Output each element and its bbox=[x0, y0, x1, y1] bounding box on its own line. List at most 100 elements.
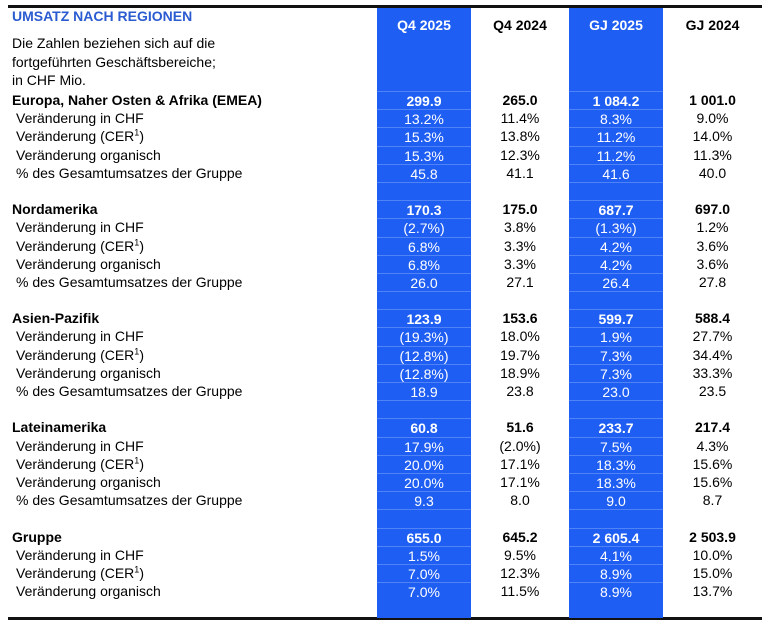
blank-cell bbox=[377, 400, 471, 418]
row-label: Veränderung organisch bbox=[16, 583, 161, 600]
metric-row: Veränderung (CER1) (12.8%) 19.7% 7.3% 34.4% bbox=[8, 345, 762, 364]
value-cell: 7.0% bbox=[377, 582, 471, 600]
value-cell: 17.1% bbox=[500, 473, 540, 490]
footnote-marker: 1 bbox=[134, 455, 140, 466]
value-cell: 11.2% bbox=[569, 145, 663, 164]
value-cell: 123.9 bbox=[377, 309, 471, 327]
value-cell: 2 503.9 bbox=[689, 528, 736, 545]
value-cell: 13.7% bbox=[692, 583, 733, 600]
spacer-row bbox=[8, 509, 762, 527]
value-cell: 175.0 bbox=[502, 201, 538, 218]
section-row: Asien-Pazifik 123.9 153.6 599.7 588.4 bbox=[8, 309, 762, 327]
metric-row: Veränderung organisch 15.3% 12.3% 11.2% 11.3… bbox=[8, 145, 762, 164]
value-cell: 1.5% bbox=[377, 545, 471, 564]
row-label: Europa, Naher Osten & Afrika (EMEA) bbox=[12, 92, 262, 108]
value-cell: 4.1% bbox=[569, 545, 663, 564]
intro-line: fortgeführten Geschäftsbereiche; bbox=[12, 53, 216, 70]
value-cell: 26.4 bbox=[569, 272, 663, 291]
metric-row: % des Gesamtumsatzes der Gruppe 26.0 27.1 2… bbox=[8, 272, 762, 291]
value-cell: 6.8% bbox=[377, 254, 471, 273]
value-cell: 23.5 bbox=[698, 383, 727, 399]
value-cell: 33.3% bbox=[692, 364, 733, 381]
metric-row: Veränderung organisch 6.8% 3.3% 4.2% 3.6% bbox=[8, 254, 762, 273]
table-body: Europa, Naher Osten & Afrika (EMEA) 299.9… bbox=[8, 91, 762, 600]
intro-line: in CHF Mio. bbox=[12, 72, 86, 88]
row-label: Veränderung organisch bbox=[16, 146, 161, 163]
value-cell: (19.3%) bbox=[377, 327, 471, 345]
value-cell: 60.8 bbox=[377, 418, 471, 436]
value-cell: 15.6% bbox=[692, 473, 733, 490]
value-cell: 3.6% bbox=[696, 237, 729, 254]
metric-row: Veränderung in CHF 17.9% (2.0%) 7.5% 4.3% bbox=[8, 436, 762, 455]
column-header-q4-2025: Q4 2025 bbox=[397, 17, 451, 33]
value-cell: 3.3% bbox=[504, 237, 536, 254]
value-cell: 23.0 bbox=[569, 382, 663, 400]
value-cell: 13.8% bbox=[500, 128, 540, 145]
value-cell: 34.4% bbox=[692, 346, 733, 363]
value-cell: 3.3% bbox=[504, 255, 536, 272]
metric-row: Veränderung (CER1) 6.8% 3.3% 4.2% 3.6% bbox=[8, 236, 762, 255]
value-cell: 4.2% bbox=[569, 254, 663, 273]
value-cell: (2.0%) bbox=[499, 437, 541, 454]
section-row: Lateinamerika 60.8 51.6 233.7 217.4 bbox=[8, 418, 762, 436]
spacer-row bbox=[8, 291, 762, 309]
value-cell: (2.7%) bbox=[377, 218, 471, 236]
metric-row: Veränderung organisch 7.0% 11.5% 8.9% 13.7% bbox=[8, 582, 762, 600]
value-cell: 4.2% bbox=[569, 236, 663, 255]
value-cell: 18.9 bbox=[377, 382, 471, 400]
value-cell: 8.9% bbox=[569, 563, 663, 582]
value-cell: 15.3% bbox=[377, 145, 471, 164]
value-cell: 170.3 bbox=[377, 200, 471, 218]
value-cell: 599.7 bbox=[569, 309, 663, 327]
metric-row: Veränderung (CER1) 20.0% 17.1% 18.3% 15.6% bbox=[8, 454, 762, 473]
value-cell: 6.8% bbox=[377, 236, 471, 255]
metric-row: Veränderung organisch 20.0% 17.1% 18.3% 15.6… bbox=[8, 472, 762, 491]
value-cell: 588.4 bbox=[694, 310, 731, 327]
section-row: Europa, Naher Osten & Afrika (EMEA) 299.9… bbox=[8, 91, 762, 109]
value-cell: 11.2% bbox=[569, 127, 663, 145]
blank-cell bbox=[569, 509, 663, 527]
value-cell: 11.4% bbox=[500, 110, 540, 127]
value-cell: (1.3%) bbox=[569, 218, 663, 236]
row-label: Nordamerika bbox=[12, 201, 98, 218]
metric-row: Veränderung organisch (12.8%) 18.9% 7.3% 33.… bbox=[8, 363, 762, 382]
value-cell: 3.8% bbox=[504, 219, 536, 236]
value-cell: 27.8 bbox=[698, 273, 727, 290]
value-cell: 1 001.0 bbox=[689, 92, 736, 108]
value-cell: 17.9% bbox=[377, 436, 471, 455]
row-label: Veränderung (CER1) bbox=[16, 564, 144, 581]
value-cell: 8.7 bbox=[702, 492, 723, 509]
blank-cell bbox=[377, 509, 471, 527]
spacer-row bbox=[8, 181, 762, 200]
value-cell: 18.0% bbox=[500, 328, 540, 345]
bottom-rule bbox=[8, 617, 762, 620]
row-label: Veränderung in CHF bbox=[16, 219, 144, 236]
value-cell: 12.3% bbox=[500, 564, 540, 581]
metric-row: Veränderung in CHF 13.2% 11.4% 8.3% 9.0% bbox=[8, 109, 762, 127]
value-cell: 11.3% bbox=[693, 146, 732, 163]
row-label: Lateinamerika bbox=[12, 419, 107, 436]
intro-line: Die Zahlen beziehen sich auf die bbox=[12, 35, 216, 51]
blank-cell bbox=[377, 181, 471, 200]
value-cell: 15.0% bbox=[692, 564, 733, 581]
value-cell: 19.7% bbox=[500, 346, 540, 363]
value-cell: 8.0 bbox=[510, 492, 530, 509]
row-label: Veränderung in CHF bbox=[16, 437, 144, 454]
row-label: Asien-Pazifik bbox=[12, 310, 100, 327]
value-cell: 3.6% bbox=[696, 255, 729, 272]
value-cell: 1 084.2 bbox=[569, 91, 663, 109]
row-label: Veränderung (CER1) bbox=[16, 455, 144, 472]
value-cell: 645.2 bbox=[502, 528, 538, 545]
footnote-marker: 1 bbox=[134, 127, 140, 138]
row-label: % des Gesamtumsatzes der Gruppe bbox=[16, 383, 243, 399]
value-cell: 217.4 bbox=[694, 419, 731, 436]
column-header-gj-2024: GJ 2024 bbox=[685, 17, 740, 33]
value-cell: 18.3% bbox=[569, 454, 663, 473]
value-cell: 45.8 bbox=[377, 163, 471, 182]
row-label: Veränderung (CER1) bbox=[16, 236, 144, 254]
row-label: Veränderung organisch bbox=[16, 473, 161, 490]
value-cell: 14.0% bbox=[692, 128, 733, 145]
value-cell: 11.5% bbox=[500, 583, 540, 600]
row-label: % des Gesamtumsatzes der Gruppe bbox=[16, 273, 243, 290]
footnote-marker: 1 bbox=[134, 345, 140, 356]
